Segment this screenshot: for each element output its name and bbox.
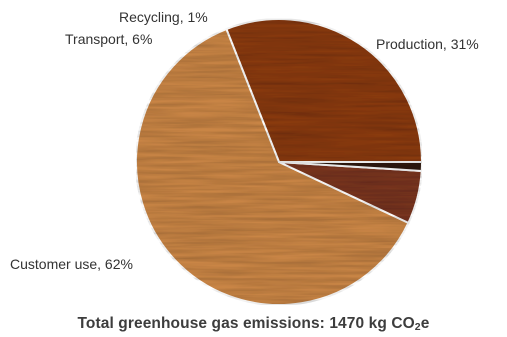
pie-slice-customer-use [135, 28, 410, 306]
chart-title: Total greenhouse gas emissions: 1470 kg … [0, 315, 507, 333]
pie-slice-recycling [278, 161, 424, 172]
slice-label-customer-use: Customer use, 62% [10, 256, 133, 272]
slice-label-recycling: Recycling, 1% [119, 9, 208, 25]
chart-title-subscript: 2 [414, 320, 421, 333]
pie-labels: Production, 31% Customer use, 62% Transpor… [10, 9, 479, 272]
pie-slice-production [225, 18, 423, 163]
pie-slices [135, 18, 424, 306]
chart-title-main: Total greenhouse gas emissions: 1470 kg … [77, 315, 415, 332]
slice-label-production: Production, 31% [376, 36, 479, 52]
chart-title-tail: e [420, 315, 430, 332]
slice-label-transport: Transport, 6% [65, 31, 152, 47]
